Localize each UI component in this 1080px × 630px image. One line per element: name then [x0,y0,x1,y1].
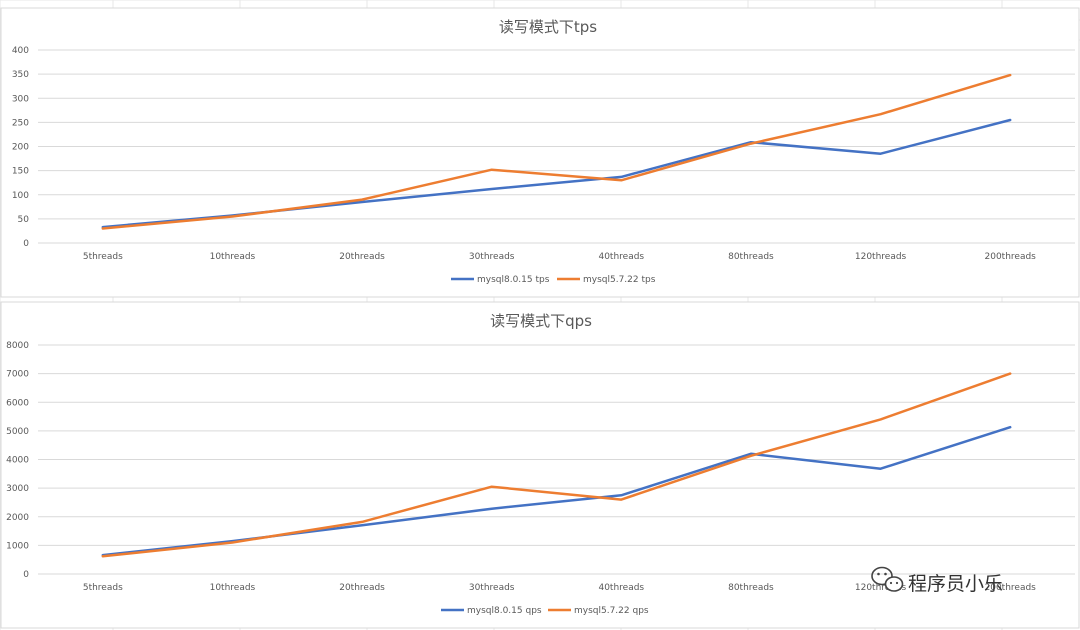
x-tick-label: 200threads [985,252,1037,262]
y-tick-label: 6000 [6,398,29,408]
x-tick-label: 40threads [598,583,644,593]
x-tick-label: 80threads [728,583,774,593]
y-tick-label: 150 [12,167,29,177]
y-tick-label: 350 [12,70,29,80]
y-tick-label: 100 [12,191,29,201]
series-lines-qps [101,372,1012,558]
x-tick-label: 30threads [469,252,515,262]
y-tick-label: 1000 [6,541,29,551]
x-tick-label: 10threads [210,583,256,593]
x-tick-label: 5threads [83,583,123,593]
x-tick-label: 120threads [855,583,907,593]
watermark-text: 程序员小乐 [908,573,1003,595]
chart-title-qps: 读写模式下qps [490,312,592,330]
chart-tps: 读写模式下tps 0 50 100 150 200 250 300 350 400 5threa… [0,7,1080,298]
x-tick-label: 10threads [210,252,256,262]
y-tick-label: 8000 [6,341,29,351]
legend-label-mysql5-tps: mysql5.7.22 tps [583,275,656,285]
x-tick-label: 40threads [598,252,644,262]
y-axis-ticks-tps: 0 50 100 150 200 250 300 350 400 [12,46,29,249]
series-line [101,73,1012,230]
series-line [101,372,1012,558]
y-tick-label: 200 [12,143,29,153]
y-tick-label: 250 [12,118,29,128]
legend-label-mysql5-qps: mysql5.7.22 qps [574,606,649,616]
x-tick-label: 20threads [339,583,385,593]
x-tick-label: 20threads [339,252,385,262]
x-tick-label: 30threads [469,583,515,593]
y-tick-label: 300 [12,94,29,104]
y-tick-label: 3000 [6,484,29,494]
watermark: 程序员小乐 [871,566,1003,595]
y-tick-label: 0 [23,239,29,249]
legend-label-mysql8-tps: mysql8.0.15 tps [477,275,550,285]
x-tick-label: 120threads [855,252,907,262]
y-tick-label: 5000 [6,427,29,437]
x-tick-label: 80threads [728,252,774,262]
x-axis-ticks-qps: 5threads 10threads 20threads 30threads 40thr… [83,583,1036,593]
legend-tps: mysql8.0.15 tps mysql5.7.22 tps [451,275,656,285]
legend-qps: mysql8.0.15 qps mysql5.7.22 qps [441,606,649,616]
y-tick-label: 0 [23,570,29,580]
y-tick-label: 7000 [6,370,29,380]
y-tick-label: 4000 [6,456,29,466]
x-axis-ticks-tps: 5threads 10threads 20threads 30threads 40thr… [83,252,1036,262]
chart-qps: 读写模式下qps 0 1000 2000 3000 4000 5000 6000 7000 80… [0,301,1080,629]
legend-label-mysql8-qps: mysql8.0.15 qps [467,606,542,616]
x-tick-label: 5threads [83,252,123,262]
chart-area-tps[interactable] [0,7,1080,298]
series-lines-tps [101,73,1012,230]
y-tick-label: 50 [18,215,30,225]
x-tick-label: 200threads [985,583,1037,593]
y-axis-ticks-qps: 0 1000 2000 3000 4000 5000 6000 7000 8000 [6,341,29,580]
y-tick-label: 2000 [6,513,29,523]
wechat-icon [871,566,904,592]
y-tick-label: 400 [12,46,29,56]
chart-title-tps: 读写模式下tps [499,18,597,36]
